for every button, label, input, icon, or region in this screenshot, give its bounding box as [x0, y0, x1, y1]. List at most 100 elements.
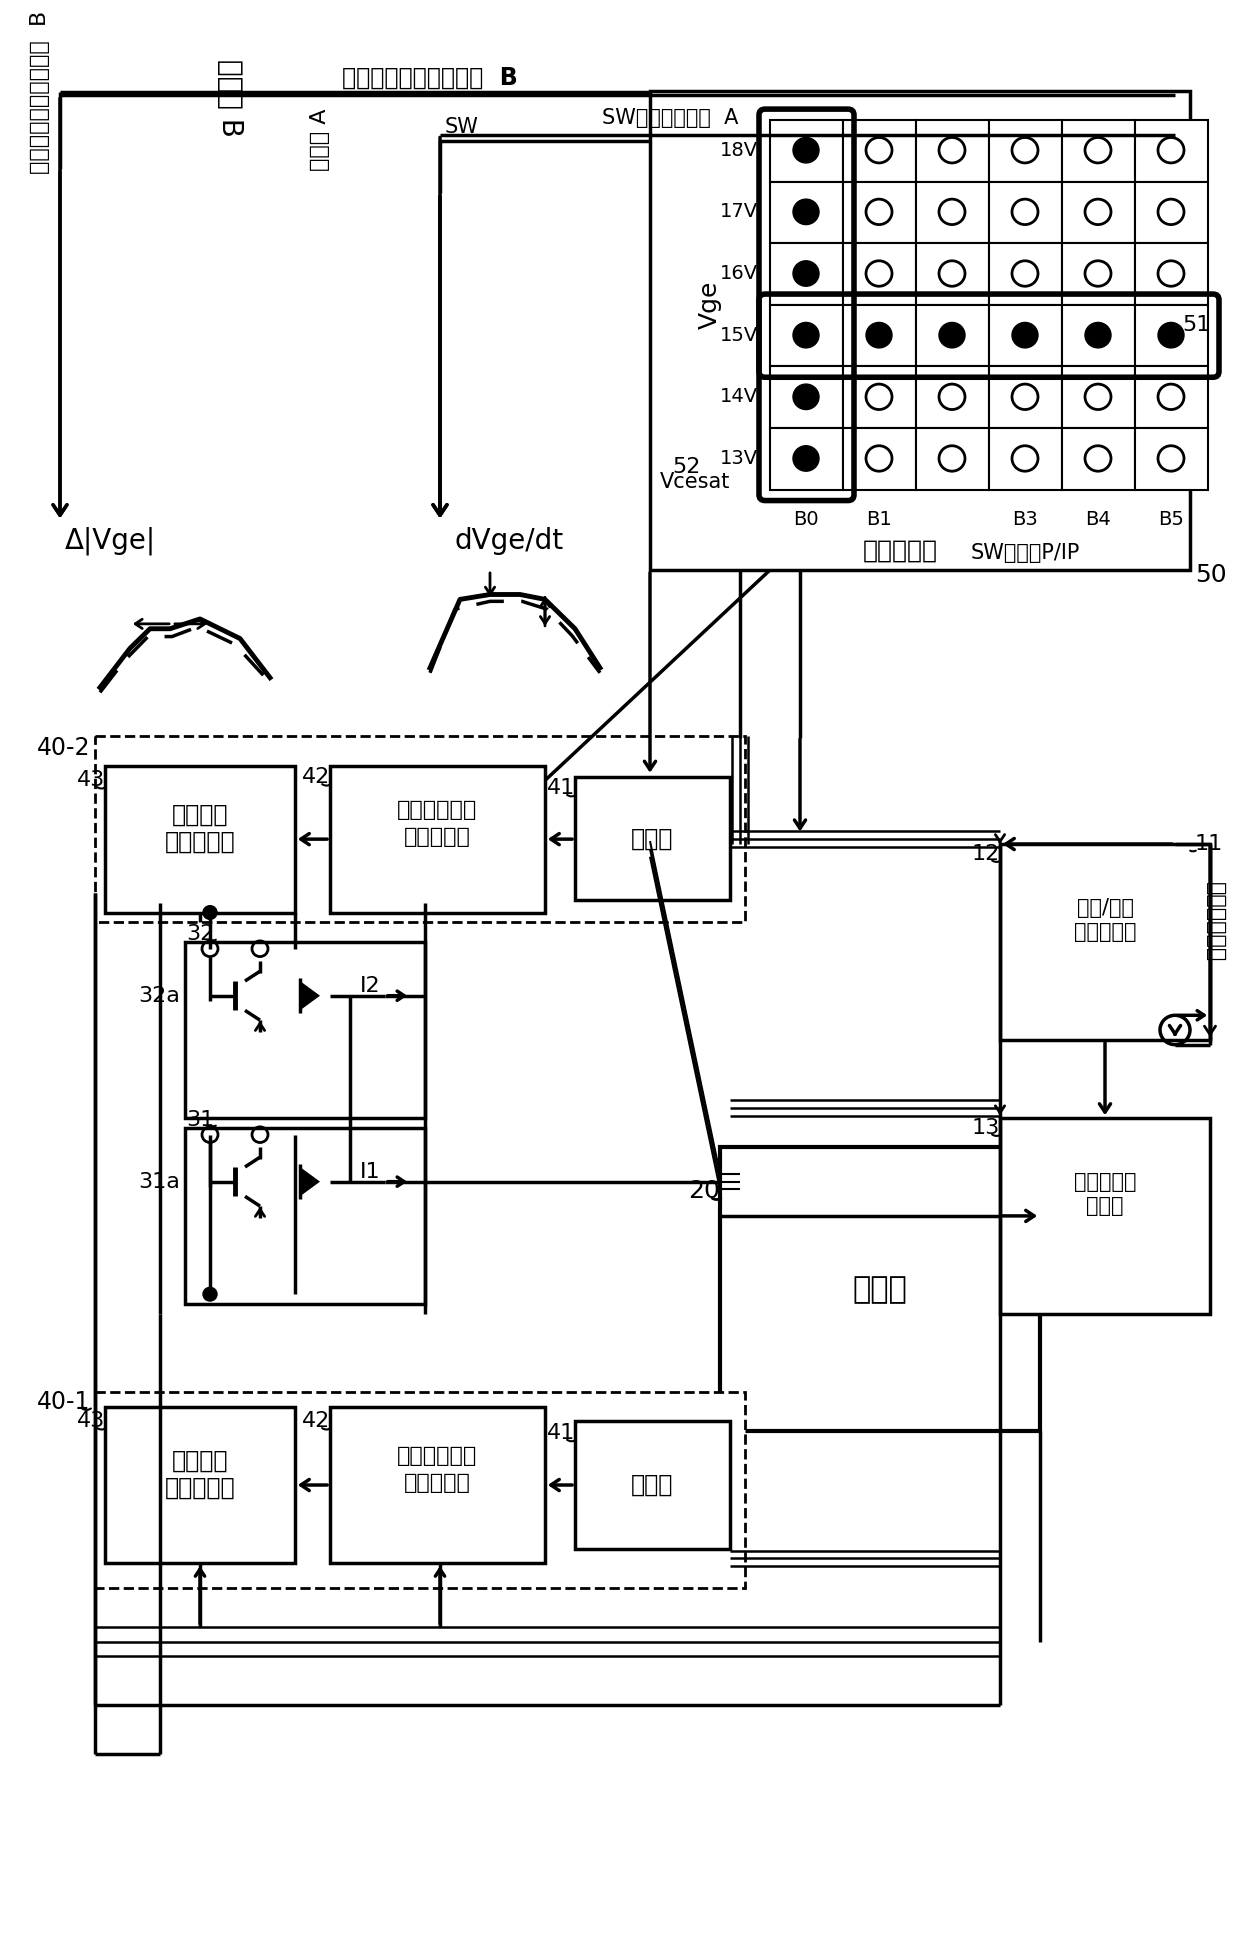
Bar — [1135, 120, 1208, 181]
Text: 导通/截止: 导通/截止 — [1076, 898, 1133, 917]
Bar — [843, 427, 916, 490]
Text: 32: 32 — [187, 925, 215, 944]
Text: B0: B0 — [794, 509, 818, 528]
Text: 11: 11 — [1195, 834, 1223, 855]
Text: 12: 12 — [972, 843, 999, 865]
Text: B1: B1 — [866, 509, 892, 528]
Text: 42: 42 — [301, 767, 330, 787]
Text: 41: 41 — [547, 779, 575, 799]
Bar — [916, 120, 990, 181]
Text: 可变电路部: 可变电路部 — [165, 1477, 236, 1500]
Bar — [330, 766, 546, 913]
Bar — [720, 1148, 1040, 1432]
Text: B4: B4 — [1085, 509, 1111, 528]
Bar — [843, 367, 916, 427]
Circle shape — [1012, 323, 1038, 348]
Circle shape — [939, 323, 965, 348]
Text: dVge/dt: dVge/dt — [455, 527, 564, 554]
Bar — [330, 1407, 546, 1564]
Text: 17V: 17V — [720, 202, 758, 222]
Bar — [1061, 243, 1135, 305]
Text: 栅极电压: 栅极电压 — [172, 802, 228, 826]
Bar — [575, 1422, 730, 1549]
Bar — [990, 120, 1061, 181]
Circle shape — [794, 385, 818, 410]
Bar — [1061, 120, 1135, 181]
Text: 13V: 13V — [720, 449, 758, 468]
Circle shape — [203, 905, 217, 919]
Text: 18V: 18V — [720, 140, 758, 159]
Bar — [916, 243, 990, 305]
Bar — [990, 305, 1061, 367]
Text: SW检测的检测值  A: SW检测的检测值 A — [601, 109, 738, 128]
Text: Vge: Vge — [698, 280, 722, 328]
Circle shape — [794, 198, 818, 225]
Text: 43: 43 — [77, 1411, 105, 1432]
Text: 40-2: 40-2 — [36, 736, 91, 760]
Text: SW切换器P/IP: SW切换器P/IP — [971, 544, 1080, 563]
Text: B5: B5 — [1158, 509, 1184, 528]
Bar — [1061, 305, 1135, 367]
Text: 栅极电压斜率: 栅极电压斜率 — [397, 1446, 477, 1465]
Bar — [770, 367, 843, 427]
Bar — [1135, 427, 1208, 490]
Text: 可变电路部: 可变电路部 — [165, 830, 236, 855]
Text: 検出値 B: 検出値 B — [216, 58, 244, 138]
Text: 栅极信号指令: 栅极信号指令 — [1205, 882, 1225, 962]
Text: 20: 20 — [688, 1179, 720, 1203]
Text: B3: B3 — [1012, 509, 1038, 528]
Text: 栅极电压: 栅极电压 — [172, 1449, 228, 1473]
Text: 计算部: 计算部 — [1086, 1197, 1123, 1216]
Bar — [990, 181, 1061, 243]
Circle shape — [794, 323, 818, 348]
Text: 存储部: 存储部 — [631, 828, 673, 851]
Text: 参数存储器: 参数存储器 — [863, 538, 937, 562]
Circle shape — [794, 138, 818, 163]
Text: 42: 42 — [301, 1411, 330, 1432]
Bar — [843, 181, 916, 243]
Text: 期间判别部: 期间判别部 — [1074, 923, 1136, 942]
Text: 15V: 15V — [719, 326, 758, 344]
Text: 14V: 14V — [720, 387, 758, 406]
Bar — [1061, 427, 1135, 490]
Bar — [650, 91, 1190, 569]
Text: 16V: 16V — [720, 264, 758, 284]
Text: 32a: 32a — [138, 985, 180, 1006]
Bar — [990, 367, 1061, 427]
Text: 31a: 31a — [138, 1172, 180, 1191]
Text: 控制部: 控制部 — [853, 1275, 908, 1304]
Bar — [916, 181, 990, 243]
Bar — [1135, 243, 1208, 305]
Circle shape — [203, 1288, 217, 1302]
Bar — [1061, 367, 1135, 427]
Circle shape — [1085, 323, 1111, 348]
Bar — [1135, 367, 1208, 427]
Text: 栅极控制量: 栅极控制量 — [1074, 1172, 1136, 1191]
Text: 31: 31 — [187, 1109, 215, 1131]
Bar — [1135, 181, 1208, 243]
Bar — [843, 243, 916, 305]
Bar — [770, 243, 843, 305]
Text: 存储部: 存储部 — [631, 1473, 673, 1496]
Circle shape — [866, 323, 892, 348]
Bar — [575, 777, 730, 900]
Text: 栅极电压斜率: 栅极电压斜率 — [397, 801, 477, 820]
Bar — [990, 427, 1061, 490]
Bar — [770, 120, 843, 181]
Bar — [95, 736, 745, 923]
Polygon shape — [300, 1168, 320, 1197]
Text: I2: I2 — [360, 975, 379, 997]
Bar — [185, 1127, 425, 1304]
Text: SW: SW — [445, 117, 479, 138]
Text: I1: I1 — [360, 1162, 379, 1181]
Text: 51: 51 — [1182, 315, 1210, 336]
Text: 检出値 A: 检出値 A — [310, 109, 330, 171]
Text: 13: 13 — [972, 1117, 999, 1139]
Text: 栅极电压斜率的检测值  B: 栅极电压斜率的检测值 B — [30, 12, 50, 175]
Bar — [770, 427, 843, 490]
Bar — [999, 843, 1210, 1040]
Bar — [105, 766, 295, 913]
Text: 43: 43 — [77, 771, 105, 791]
Text: 栅极电压斜率的检测值  B: 栅极电压斜率的检测值 B — [342, 66, 518, 89]
Text: 可变电路部: 可变电路部 — [403, 828, 470, 847]
